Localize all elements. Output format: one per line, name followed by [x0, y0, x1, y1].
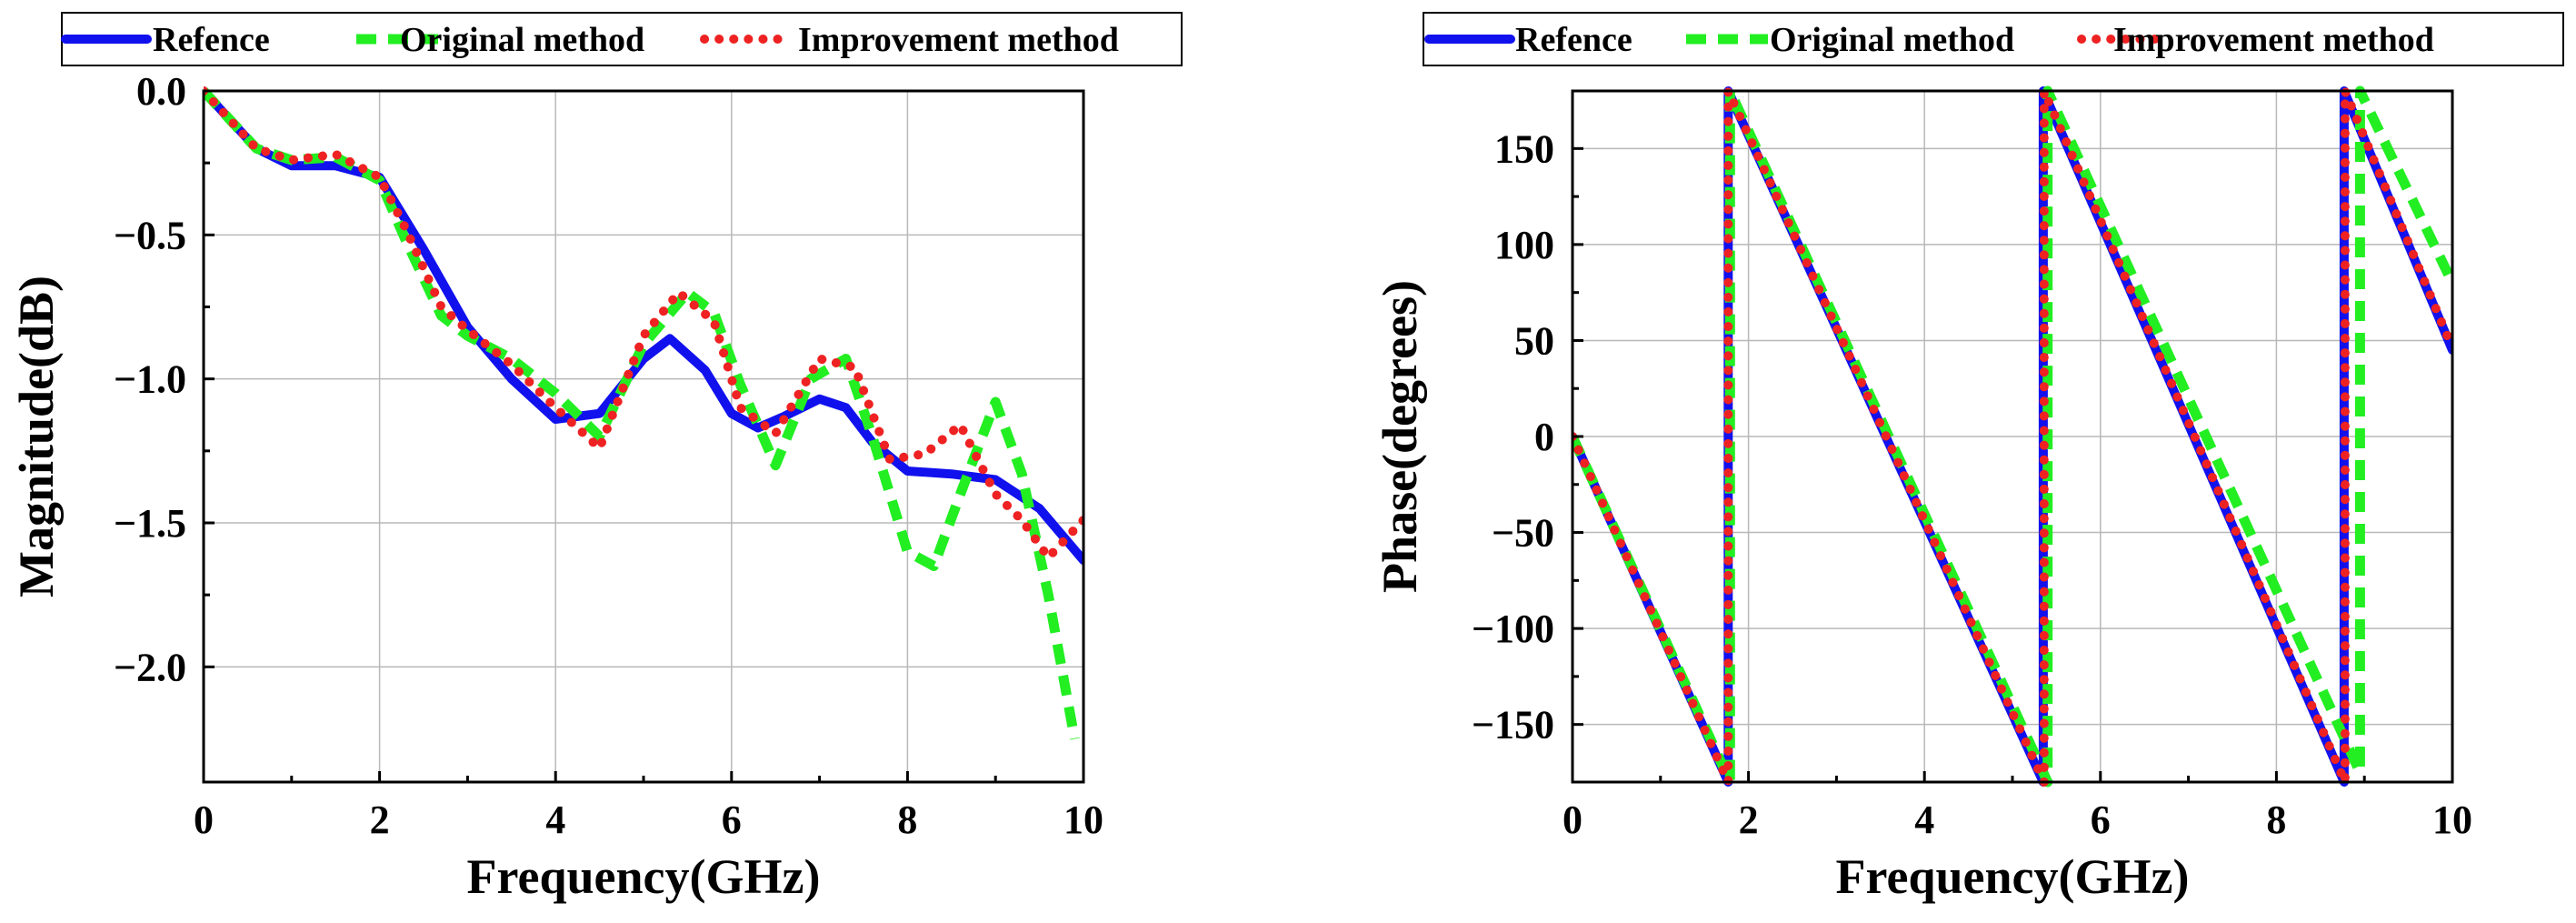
x-axis-title: Frequency(GHz): [467, 849, 821, 904]
legend-label: Refence: [1515, 21, 1632, 59]
improvement-method-series-line: [204, 86, 1083, 562]
magnitude-chart: 0 2 4 6 8 10 0.0 −0.5 −1.0 −1.5 −2.0 Frequency(GHz)…: [9, 12, 1183, 904]
x-tick-label: 10: [2432, 798, 2472, 842]
series-group: [1573, 85, 2452, 788]
y-tick-label: −2.0: [114, 645, 186, 689]
x-tick-label: 0: [194, 798, 214, 842]
y-tick-label: 0.0: [136, 69, 186, 114]
x-tick-label: 6: [2091, 798, 2111, 842]
x-tick-label: 2: [1739, 798, 1759, 842]
y-tick-label: 50: [1514, 318, 1554, 363]
legend-box: [1423, 12, 2564, 66]
legend-label: Original method: [400, 21, 644, 59]
x-tick-label: 8: [2266, 798, 2286, 842]
legend: Refence Original method Improvement method: [1423, 12, 2564, 66]
y-tick-label: −0.5: [114, 213, 186, 257]
legend: Refence Original method Improvement method: [61, 12, 1183, 66]
legend-label: Improvement method: [798, 21, 1119, 59]
y-tick-label: −50: [1492, 511, 1554, 556]
legend-box: [61, 12, 1183, 66]
series-group: [204, 86, 1083, 740]
y-tick-label: −1.0: [114, 357, 186, 402]
y-tick-label: 150: [1494, 126, 1554, 171]
y-tick-label: −1.5: [114, 501, 186, 546]
y-axis-title: Magnitude(dB): [9, 276, 64, 597]
improvement-method-series-line: [1573, 86, 2452, 787]
x-axis-title: Frequency(GHz): [1836, 849, 2190, 904]
x-tick-label: 4: [545, 798, 565, 842]
y-axis-title: Phase(degrees): [1373, 280, 1427, 593]
x-tick-label: 2: [370, 798, 390, 842]
x-tick-label: 6: [722, 798, 742, 842]
y-tick-label: −100: [1472, 607, 1554, 651]
x-tick-label: 4: [1914, 798, 1934, 842]
x-tick-label: 10: [1063, 798, 1103, 842]
y-tick-label: 100: [1494, 223, 1554, 267]
grid: [204, 91, 1083, 782]
refence-series-line: [204, 86, 1083, 566]
legend-label: Improvement method: [2113, 21, 2434, 59]
phase-chart: 0 2 4 6 8 10 150 100 50 0 −50 −100 −150 Frequency(GHz…: [1373, 12, 2564, 904]
y-tick-label: 0: [1534, 415, 1554, 459]
legend-label: Refence: [153, 21, 270, 59]
y-tick-label: −150: [1472, 703, 1554, 747]
x-tick-label: 0: [1563, 798, 1583, 842]
x-tick-label: 8: [897, 798, 917, 842]
legend-label: Original method: [1770, 21, 2014, 59]
